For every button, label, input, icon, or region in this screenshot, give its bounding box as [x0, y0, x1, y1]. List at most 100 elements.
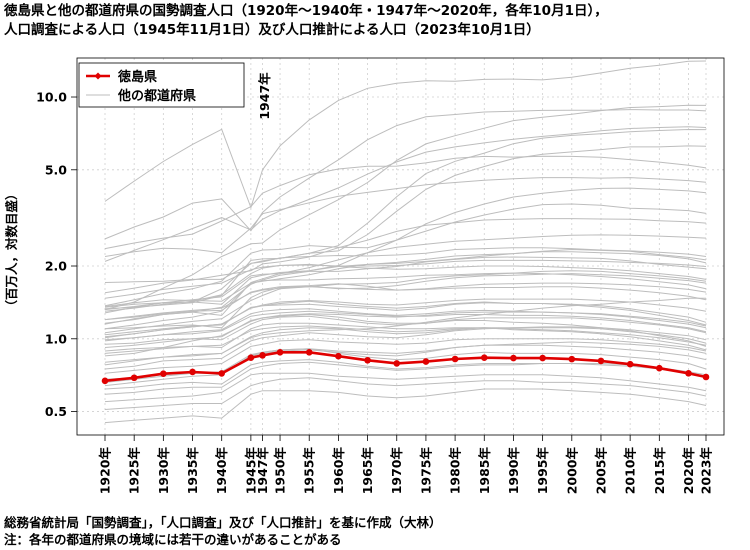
other-prefectures-series [104, 60, 707, 424]
tokushima-point [480, 354, 488, 362]
other-prefecture-line [104, 251, 707, 314]
tokushima-point [335, 352, 342, 360]
footer: 総務省統計局「国勢調査」，「人口調査」及び「人口推計」を基に作成（大林） 注：各… [4, 514, 746, 548]
other-prefecture-line [104, 256, 707, 325]
tokushima-point [597, 357, 605, 365]
x-tick-label: 1947年 [255, 447, 270, 495]
legend-box [78, 62, 245, 108]
x-tick-label: 1965年 [360, 447, 375, 495]
x-tick-label: 2010年 [623, 447, 638, 495]
x-tick-label: 1960年 [331, 447, 346, 495]
x-tick-label: 1980年 [448, 447, 463, 495]
tokushima-point [189, 368, 196, 376]
y-tick-label: 5.0 [45, 162, 67, 177]
y-tick-label: 2.0 [45, 259, 67, 274]
other-prefecture-line [104, 218, 707, 294]
tokushima-point [656, 364, 663, 372]
other-prefecture-line [104, 322, 707, 352]
other-prefecture-line [104, 298, 707, 338]
x-tick-label: 1990年 [506, 447, 521, 495]
other-prefecture-line [104, 361, 707, 395]
other-prefecture-line [104, 177, 707, 257]
x-tick-label: 1995年 [535, 447, 550, 495]
other-prefecture-line [104, 270, 707, 334]
other-prefecture-line [104, 311, 707, 348]
tokushima-point [702, 373, 710, 381]
x-tick-label: 2005年 [593, 447, 608, 495]
source-note: 総務省統計局「国勢調査」，「人口調査」及び「人口推計」を基に作成（大林） [4, 515, 442, 530]
tokushima-point [568, 355, 576, 363]
x-tick-label: 1945年 [243, 447, 258, 495]
other-prefecture-line [104, 325, 707, 354]
tokushima-point [276, 349, 284, 356]
x-tick-label: 2015年 [652, 447, 667, 495]
other-prefecture-line [104, 234, 707, 324]
tokushima-point [685, 369, 692, 377]
other-prefecture-line [104, 297, 706, 363]
other-prefecture-line [104, 308, 707, 342]
tokushima-point [393, 360, 401, 367]
legend-tokushima-marker [94, 72, 102, 80]
tokushima-point [364, 356, 371, 364]
other-prefecture-line [104, 372, 707, 403]
other-prefecture-line [104, 273, 707, 330]
chart-title: 徳島県と他の都道府県の国勢調査人口（1920年～1940年・1947年～2020… [4, 2, 746, 40]
y-tick-label: 0.5 [45, 404, 67, 419]
tokushima-point [101, 377, 109, 385]
other-prefecture-line [104, 377, 707, 410]
y-axis-label: （百万人，対数目盛） [4, 187, 19, 312]
x-tick-label: 2020年 [681, 447, 696, 495]
x-tick-label: 1920年 [98, 447, 113, 495]
other-prefecture-line [104, 263, 707, 299]
other-prefecture-line [104, 338, 707, 374]
x-tick-label: 1935年 [185, 447, 200, 495]
x-tick-label: 1955年 [302, 447, 317, 495]
x-tick-label: 1970年 [389, 447, 404, 495]
tokushima-point [259, 352, 266, 359]
annotation-1947: 1947年 [257, 72, 272, 120]
tokushima-point [160, 370, 167, 378]
chart-title-line-1: 徳島県と他の都道府県の国勢調査人口（1920年～1940年・1947年～2020… [4, 3, 608, 19]
tokushima-point [539, 354, 546, 362]
other-prefecture-line [104, 327, 707, 370]
other-prefecture-line [104, 259, 707, 312]
legend: 徳島県 他の都道府県 [78, 62, 245, 108]
x-tick-label: 1950年 [273, 447, 288, 495]
tokushima-point [451, 355, 459, 363]
x-tick-label: 1925年 [127, 447, 142, 495]
other-prefecture-line [104, 60, 707, 210]
x-tick-label: 1940年 [214, 447, 229, 495]
other-prefecture-line [104, 128, 707, 308]
other-prefecture-line [104, 126, 707, 262]
other-prefecture-line [104, 310, 707, 341]
other-prefecture-line [104, 272, 707, 307]
x-tick-label: 1975年 [418, 447, 433, 495]
x-tick-label: 2023年 [699, 447, 714, 495]
tokushima-point [305, 349, 313, 356]
other-prefecture-line [104, 155, 707, 250]
chart-title-line-2: 人口調査による人口（1945年11月1日）及び人口推計による人口（2023年10… [4, 22, 540, 38]
other-prefecture-line [104, 104, 707, 311]
x-tick-label: 2000年 [564, 447, 579, 495]
legend-others-label: 他の都道府県 [117, 88, 196, 104]
tokushima-series [101, 349, 710, 385]
boundary-note: 注：各年の都道府県の境域には若干の違いがあることがある [4, 532, 342, 547]
other-prefecture-line [104, 282, 707, 321]
x-tick-label: 1930年 [156, 447, 171, 495]
tokushima-point [510, 354, 517, 362]
tokushima-point [130, 374, 138, 382]
y-tick-label: 10.0 [36, 90, 67, 105]
tokushima-point [247, 354, 255, 362]
other-prefecture-line [104, 388, 707, 424]
plot-frame [76, 57, 725, 436]
tokushima-point [218, 370, 225, 377]
other-prefecture-line [104, 341, 707, 387]
other-prefecture-line [104, 359, 707, 390]
y-tick-label: 1.0 [45, 331, 67, 346]
tokushima-point [626, 360, 634, 368]
other-prefecture-line [104, 248, 707, 330]
legend-tokushima-label: 徳島県 [117, 69, 157, 85]
tokushima-point [422, 358, 430, 365]
